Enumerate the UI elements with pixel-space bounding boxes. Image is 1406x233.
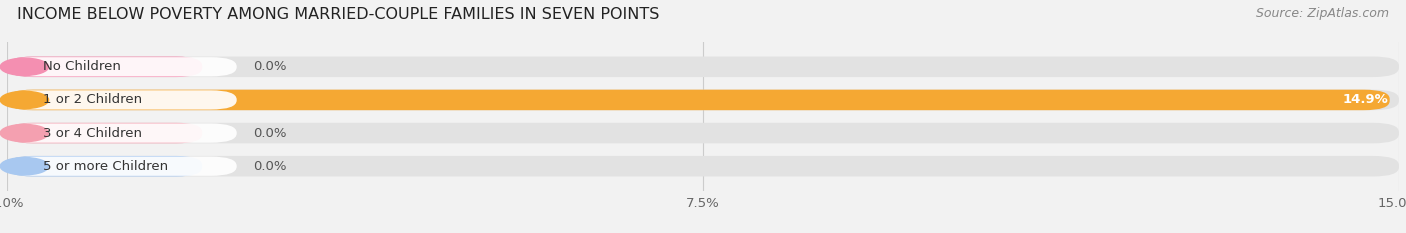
Text: 0.0%: 0.0% (253, 60, 287, 73)
Circle shape (0, 158, 49, 175)
FancyBboxPatch shape (7, 57, 202, 77)
Text: No Children: No Children (44, 60, 121, 73)
FancyBboxPatch shape (7, 156, 202, 176)
Text: 3 or 4 Children: 3 or 4 Children (44, 127, 142, 140)
FancyBboxPatch shape (7, 156, 1399, 176)
Text: Source: ZipAtlas.com: Source: ZipAtlas.com (1256, 7, 1389, 20)
Text: 0.0%: 0.0% (253, 127, 287, 140)
FancyBboxPatch shape (7, 57, 1399, 77)
Circle shape (0, 91, 49, 109)
FancyBboxPatch shape (7, 57, 236, 76)
Circle shape (0, 58, 49, 75)
Text: 14.9%: 14.9% (1343, 93, 1388, 106)
Text: 1 or 2 Children: 1 or 2 Children (44, 93, 142, 106)
FancyBboxPatch shape (7, 123, 202, 143)
Text: INCOME BELOW POVERTY AMONG MARRIED-COUPLE FAMILIES IN SEVEN POINTS: INCOME BELOW POVERTY AMONG MARRIED-COUPL… (17, 7, 659, 22)
Text: 5 or more Children: 5 or more Children (44, 160, 169, 173)
Circle shape (0, 124, 49, 142)
FancyBboxPatch shape (7, 123, 236, 143)
FancyBboxPatch shape (7, 157, 236, 176)
FancyBboxPatch shape (7, 123, 1399, 143)
FancyBboxPatch shape (7, 90, 1399, 110)
FancyBboxPatch shape (7, 90, 1389, 110)
Text: 0.0%: 0.0% (253, 160, 287, 173)
FancyBboxPatch shape (7, 90, 236, 110)
